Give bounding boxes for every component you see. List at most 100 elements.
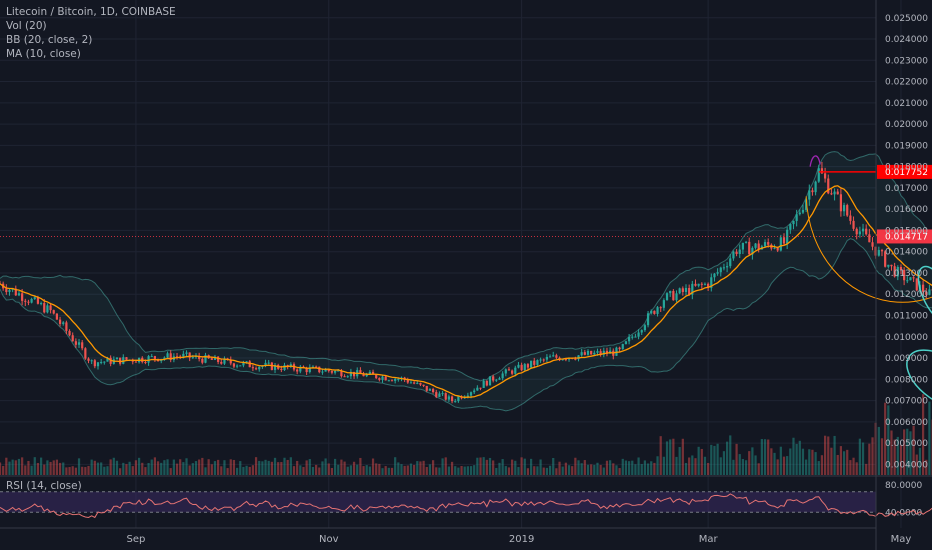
volume-bar: [371, 458, 375, 475]
volume-bar: [352, 461, 356, 475]
volume-bar: [207, 459, 210, 475]
volume-bar: [172, 459, 175, 475]
candle-body: [492, 376, 495, 381]
rsi-title[interactable]: RSI (14, close): [6, 480, 82, 492]
volume-bar: [890, 430, 893, 475]
purple-cap-left: [809, 155, 821, 167]
candle-body: [672, 290, 675, 301]
candle-body: [390, 380, 394, 382]
candle-body: [539, 359, 542, 361]
volume-bar: [640, 464, 643, 475]
volume-bar: [523, 458, 526, 475]
volume-bar: [770, 448, 773, 475]
volume-bar: [175, 463, 179, 475]
candle-body: [435, 392, 438, 397]
candle-body: [81, 342, 84, 349]
volume-bar: [394, 457, 397, 475]
volume-bar: [520, 457, 523, 475]
candle-body: [716, 272, 719, 274]
volume-bar: [169, 468, 172, 475]
y-axis[interactable]: 0.025000 0.024000 0.023000 0.022000 0.021000…: [875, 0, 928, 550]
x-axis[interactable]: SepNov2019MarMayJulSepNov2020: [0, 527, 932, 545]
volume-bar: [548, 465, 552, 475]
volume-bar: [55, 459, 59, 475]
volume-bar: [903, 429, 906, 475]
candle-body: [928, 289, 931, 295]
candle-body: [166, 353, 169, 358]
volume-bar: [744, 460, 748, 475]
drawings[interactable]: [805, 9, 932, 420]
candle-body: [890, 264, 893, 267]
candle-body: [526, 364, 530, 368]
volume-bar: [583, 460, 586, 475]
volume-bar: [431, 460, 435, 475]
volume-bar: [476, 457, 479, 475]
candle-body: [49, 305, 52, 311]
volume-bar: [308, 459, 311, 475]
candle-body: [413, 382, 416, 384]
volume-bar: [678, 447, 681, 475]
x-tick-label: Sep: [127, 534, 146, 545]
rsi-level-label: 40.0000: [885, 508, 922, 518]
candle-body: [46, 305, 49, 313]
volume-bar: [656, 456, 659, 475]
candle-body: [621, 344, 624, 350]
volume-bar: [675, 456, 678, 475]
volume-bar: [450, 461, 454, 475]
volume-bar: [90, 459, 93, 475]
candle-body: [324, 369, 327, 372]
volume-bar: [466, 466, 469, 475]
volume-bar: [409, 463, 413, 475]
volume-bar: [571, 466, 574, 475]
volume-bar: [356, 464, 359, 475]
candle-body: [583, 352, 586, 355]
volume-bar: [185, 458, 188, 475]
volume-bar: [201, 457, 204, 475]
symbol-title[interactable]: Litecoin / Bitcoin, 1D, COINBASE: [6, 6, 176, 18]
indicator-moving-average[interactable]: MA (10, close): [6, 48, 81, 60]
candle-body: [210, 358, 213, 360]
volume-bar: [194, 461, 198, 475]
candle-body: [93, 360, 96, 367]
candle-body: [751, 247, 754, 255]
candle-body: [865, 228, 868, 235]
volume-bar: [296, 460, 299, 475]
candle-body: [662, 300, 665, 308]
volume-bar: [21, 457, 24, 475]
candle-body: [868, 234, 871, 243]
volume-bar: [381, 468, 384, 475]
candle-body: [767, 242, 770, 245]
candle-body: [229, 359, 232, 364]
candle-body: [213, 356, 217, 360]
volume-bar: [577, 460, 580, 475]
candle-body: [906, 280, 909, 282]
candle-body: [406, 379, 409, 383]
candle-body: [264, 362, 267, 366]
volume-bar: [858, 438, 861, 475]
candle-body: [789, 224, 792, 230]
candle-body: [782, 237, 786, 244]
volume-bar: [283, 457, 286, 475]
candle-body: [485, 380, 488, 386]
volume-bar: [646, 463, 650, 475]
indicator-bollinger[interactable]: BB (20, close, 2): [6, 34, 93, 46]
y-tick-label: 0.013000: [885, 269, 928, 279]
candle-body: [650, 310, 653, 314]
bollinger-bands: [0, 151, 932, 412]
candle-body: [330, 371, 334, 373]
candle-body: [659, 307, 662, 309]
volume-bar: [533, 466, 536, 475]
candle-body: [245, 361, 248, 363]
volume-bar: [501, 459, 504, 475]
candle-body: [529, 360, 533, 368]
y-tick-label: 0.011000: [885, 311, 928, 321]
indicator-volume[interactable]: Vol (20): [6, 20, 47, 32]
candle-body: [122, 357, 125, 364]
volume-bar: [884, 402, 887, 475]
volume-bar: [330, 467, 334, 475]
volume-bar: [637, 457, 640, 475]
volume-bar: [786, 456, 789, 475]
candle-body: [450, 396, 454, 402]
volume-bar: [763, 439, 767, 475]
